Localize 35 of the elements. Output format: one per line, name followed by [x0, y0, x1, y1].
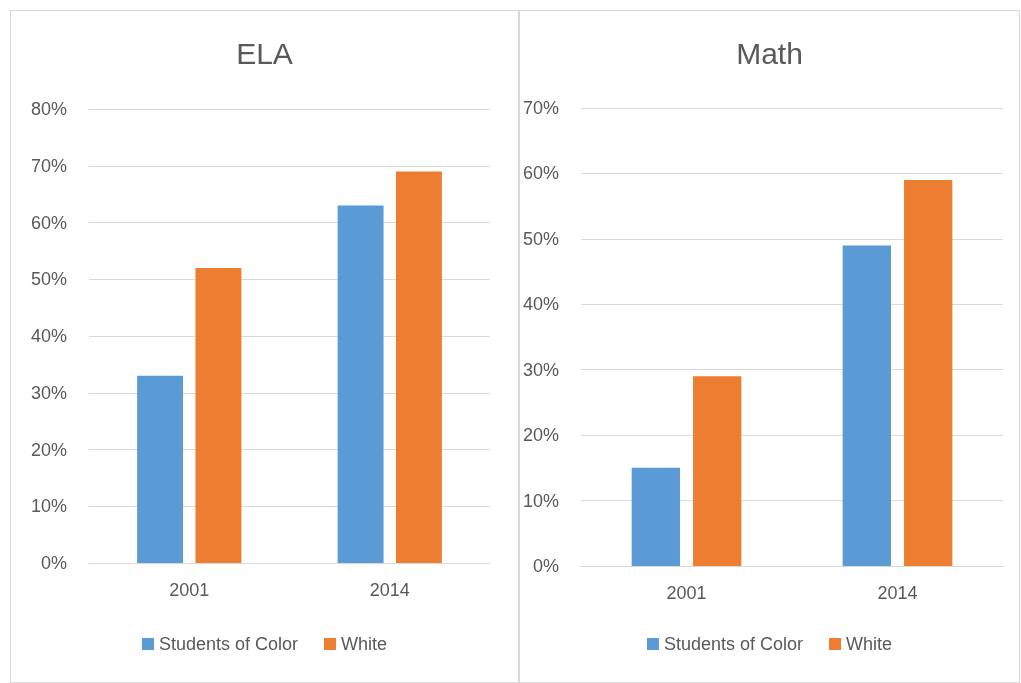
y-tick-label: 20%: [523, 425, 560, 446]
bar: [904, 179, 953, 566]
y-tick-label: 70%: [523, 98, 560, 118]
y-tick-label: 40%: [523, 294, 560, 315]
y-tick-label: 50%: [30, 269, 67, 290]
bar: [195, 267, 242, 563]
legend-label: Students of Color: [158, 634, 299, 654]
y-tick-label: 10%: [30, 496, 67, 517]
bar: [842, 245, 891, 566]
y-tick-label: 60%: [523, 163, 560, 184]
bar: [693, 376, 742, 566]
legend-label: White: [846, 634, 893, 654]
y-tick-label: 30%: [523, 359, 560, 380]
bar: [631, 467, 680, 566]
y-tick-label: 20%: [30, 439, 67, 460]
legend-label: Students of Color: [663, 634, 804, 654]
bar: [395, 171, 442, 563]
chart-title: ELA: [236, 36, 293, 70]
x-tick-label: 2014: [877, 583, 918, 603]
y-tick-label: 40%: [30, 326, 67, 346]
y-tick-label: 0%: [40, 553, 67, 573]
y-tick-label: 60%: [30, 212, 67, 233]
x-tick-label: 2001: [666, 583, 707, 603]
y-tick-label: 70%: [30, 155, 67, 176]
y-tick-label: 0%: [533, 556, 560, 576]
x-tick-label: 2001: [169, 580, 210, 600]
chart-title: Math: [736, 36, 803, 70]
y-tick-label: 10%: [523, 490, 560, 511]
x-tick-label: 2014: [369, 580, 410, 600]
bar: [137, 375, 184, 563]
legend-label: White: [341, 634, 388, 654]
bar: [337, 205, 384, 563]
y-tick-label: 50%: [523, 228, 560, 249]
y-tick-label: 80%: [30, 99, 67, 119]
y-tick-label: 30%: [30, 382, 67, 403]
